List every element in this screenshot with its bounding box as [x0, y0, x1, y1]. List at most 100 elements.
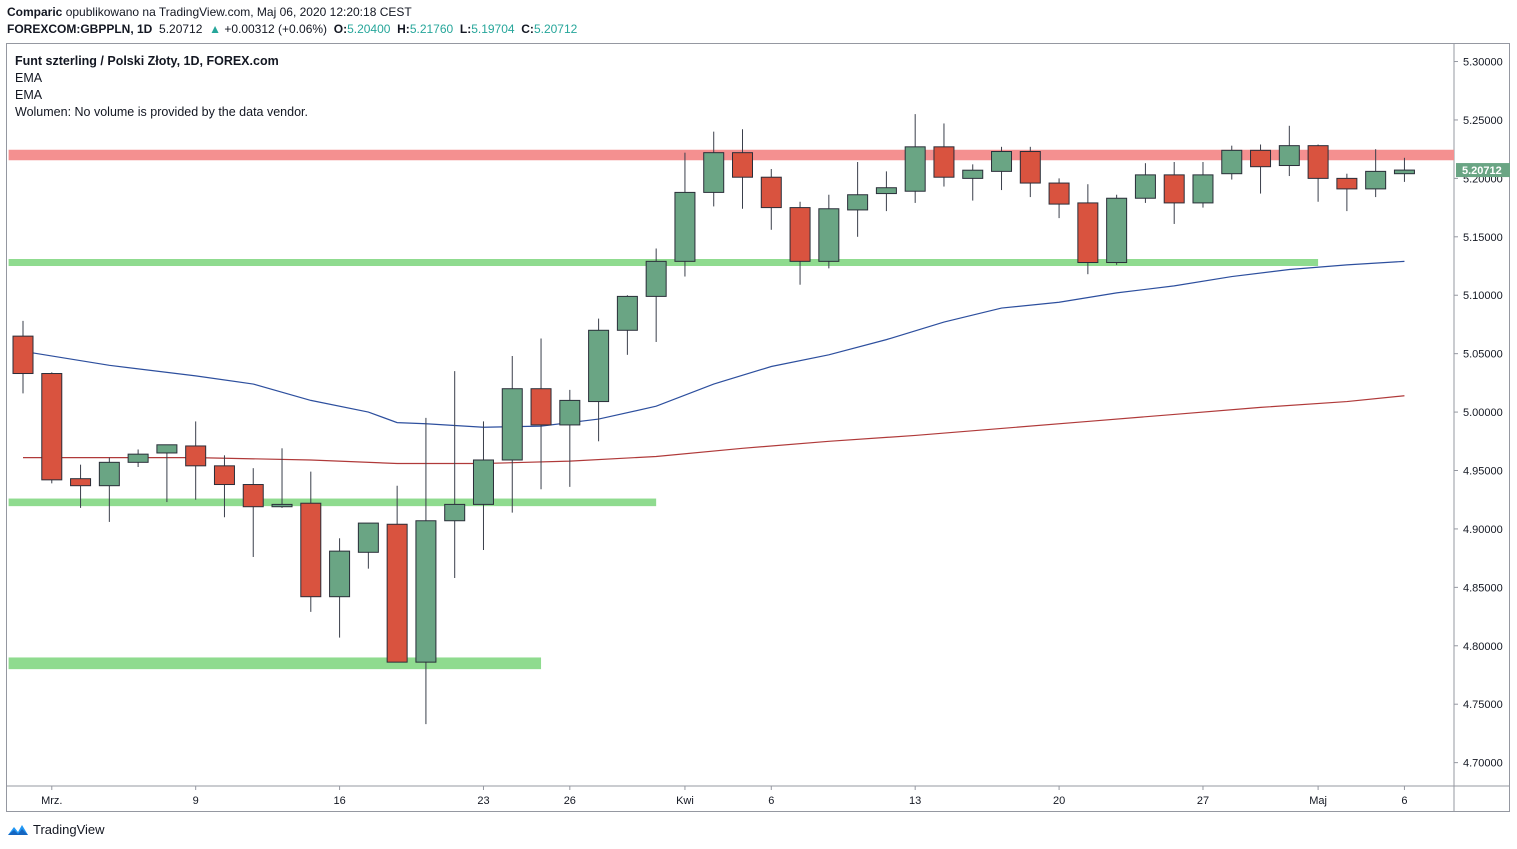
ohlc-header: FOREXCOM:GBPPLN, 1D 5.20712 ▲ +0.00312 (…	[7, 22, 577, 36]
last-price-tag	[1456, 163, 1510, 178]
candle-body	[1106, 197, 1128, 264]
time-tick-label: 20	[1053, 795, 1065, 807]
price-tick-label: 4.90000	[1463, 524, 1503, 536]
time-tick-label: 23	[477, 795, 489, 807]
price-tick-label: 5.30000	[1463, 57, 1503, 69]
candle-body	[530, 388, 552, 426]
time-tick-label: Mrz.	[41, 795, 62, 807]
candle-body	[242, 484, 264, 508]
support-zone-3	[8, 657, 542, 670]
legend-ema-2[interactable]: EMA	[15, 88, 43, 102]
time-tick-label: 26	[564, 795, 576, 807]
candle-body	[703, 152, 725, 193]
candle-body	[904, 146, 926, 192]
open-label: O:	[333, 22, 348, 36]
tradingview-brand: TradingView	[33, 822, 105, 837]
price-tick-label: 5.05000	[1463, 349, 1503, 361]
last-price-tag-label: 5.20712	[1462, 165, 1502, 177]
change-value: +0.00312 (+0.06%)	[224, 22, 328, 36]
price-tick-label: 5.25000	[1463, 115, 1503, 127]
candle-body	[1336, 177, 1358, 190]
low-value: 5.19704	[471, 22, 515, 36]
chart-frame	[6, 43, 1510, 812]
author-name[interactable]: Comparic	[7, 5, 63, 19]
support-zone-2	[8, 498, 657, 507]
candle-body	[732, 152, 753, 178]
candle-body	[559, 399, 581, 426]
candle-body	[415, 520, 437, 663]
legend-title[interactable]: Funt szterling / Polski Złoty, 1D, FOREX…	[15, 54, 279, 68]
close-label: C:	[521, 22, 534, 36]
candle-body	[1077, 202, 1099, 264]
candle-body	[962, 169, 984, 179]
open-value: 5.20400	[347, 22, 391, 36]
publish-info: Comparic opublikowano na TradingView.com…	[7, 5, 412, 19]
high-label: H:	[397, 22, 410, 36]
candle-body	[271, 503, 293, 508]
candle-body	[1307, 145, 1329, 179]
tradingview-logo-icon	[8, 824, 28, 835]
low-label: L:	[459, 22, 472, 36]
price-tick-label: 4.70000	[1463, 758, 1503, 770]
last-price: 5.20712	[159, 22, 203, 36]
ema-fast-line	[22, 260, 1405, 428]
legend-ema-1[interactable]: EMA	[15, 71, 43, 85]
price-tick-label: 4.80000	[1463, 641, 1503, 653]
price-tick-label: 4.95000	[1463, 466, 1503, 478]
candle-body	[1278, 145, 1300, 167]
candle-body	[501, 388, 523, 461]
price-tick-label: 5.00000	[1463, 407, 1503, 419]
candle-body	[991, 151, 1013, 172]
candle-body	[1019, 151, 1041, 184]
time-tick-label: 27	[1197, 795, 1209, 807]
resistance-zone-0	[8, 149, 1455, 161]
candle-body	[674, 191, 696, 262]
time-tick-label: 13	[909, 795, 921, 807]
candle-body	[1221, 149, 1243, 175]
candle-body	[70, 478, 92, 487]
candle-body	[185, 445, 207, 467]
candle-body	[616, 295, 638, 331]
publish-text: opublikowano na TradingView.com, Maj 06,…	[65, 5, 412, 19]
candle-body	[1048, 182, 1070, 205]
candle-body	[472, 459, 494, 505]
time-tick-label: 16	[333, 795, 345, 807]
candle-body	[1250, 149, 1272, 168]
candle-body	[760, 176, 782, 209]
candle-body	[875, 187, 897, 195]
price-tick-label: 4.85000	[1463, 582, 1503, 594]
price-tick-label: 4.75000	[1463, 699, 1503, 711]
ema-slow-line	[23, 395, 1405, 465]
candle-body	[156, 444, 178, 454]
time-tick-label: 9	[193, 795, 199, 807]
candle-body	[789, 207, 811, 262]
candle-body	[1134, 174, 1156, 199]
candle-body	[1192, 174, 1214, 204]
candle-body	[588, 329, 610, 403]
candle-body	[1365, 170, 1387, 190]
candle-body	[1163, 174, 1185, 204]
candle-body	[847, 194, 869, 211]
candle-body	[386, 523, 408, 663]
candle-body	[98, 461, 120, 487]
candle-body	[12, 335, 34, 375]
candle-body	[41, 373, 63, 481]
candle-body	[213, 465, 235, 486]
change-arrow-icon: ▲	[209, 22, 221, 36]
candle-body	[444, 503, 466, 522]
candle-body	[933, 146, 955, 178]
price-tick-label: 5.10000	[1463, 290, 1503, 302]
tradingview-footer[interactable]: TradingView	[7, 822, 105, 837]
time-tick-label: Kwi	[676, 795, 694, 807]
time-tick-label: 6	[1401, 795, 1407, 807]
price-tick-label: 5.15000	[1463, 232, 1503, 244]
candle-body	[127, 453, 149, 463]
candle-body	[300, 502, 322, 598]
chart-legend: Funt szterling / Polski Złoty, 1D, FOREX…	[15, 53, 308, 121]
close-value: 5.20712	[533, 22, 578, 36]
legend-volume[interactable]: Wolumen: No volume is provided by the da…	[15, 105, 308, 119]
candle-body	[329, 550, 351, 598]
candle-body	[645, 260, 667, 297]
candle-body	[1393, 169, 1415, 175]
